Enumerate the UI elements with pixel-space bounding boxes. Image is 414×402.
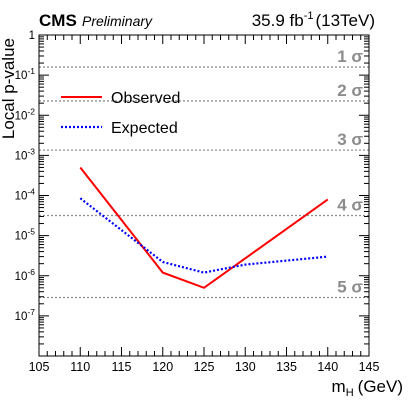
plot-frame bbox=[38, 34, 370, 357]
legend-expected-label: Expected bbox=[111, 120, 178, 137]
sigma-label-2: 2 σ bbox=[337, 81, 363, 100]
legend: Observed Expected bbox=[61, 90, 180, 137]
x-axis-label-unit: (GeV) bbox=[358, 377, 403, 396]
legend-observed-label: Observed bbox=[111, 90, 180, 107]
x-tick-label: 140 bbox=[317, 360, 338, 374]
sigma-label-1: 1 σ bbox=[337, 47, 363, 66]
x-tick-label: 145 bbox=[359, 360, 380, 374]
sigma-reference-lines: 1 σ 2 σ 3 σ 4 σ 5 σ bbox=[39, 47, 369, 299]
y-tick-label: 10-2 bbox=[15, 106, 36, 122]
x-tick-label: 125 bbox=[194, 360, 215, 374]
y-tick-label: 1 bbox=[29, 30, 35, 42]
x-axis-label-sub: H bbox=[346, 387, 354, 399]
luminosity-value: 35.9 fb bbox=[252, 11, 304, 30]
chart-header: CMS Preliminary 35.9 fb-1 (13TeV) bbox=[39, 10, 375, 30]
y-tick-label: 10-4 bbox=[15, 187, 36, 203]
x-axis-label: mH (GeV) bbox=[332, 377, 403, 399]
luminosity-label: 35.9 fb-1 (13TeV) bbox=[252, 10, 375, 30]
x-axis-label-main: m bbox=[332, 377, 346, 396]
experiment-label: CMS bbox=[39, 11, 77, 30]
y-tick-label: 10-3 bbox=[15, 146, 36, 162]
series-layer bbox=[79, 166, 329, 289]
series-observed-line bbox=[79, 166, 329, 289]
x-tick-label: 115 bbox=[112, 360, 132, 374]
y-tick-label: 10-7 bbox=[15, 307, 36, 323]
sigma-label-5: 5 σ bbox=[337, 278, 363, 297]
sigma-label-3: 3 σ bbox=[337, 130, 363, 149]
axes: 105 110 115 120 125 130 135 140 145 1 10-1 10-2 10-3… bbox=[15, 30, 380, 374]
y-axis-label: Local p-value bbox=[0, 38, 18, 139]
x-tick-label: 130 bbox=[235, 360, 256, 374]
x-tick-label: 120 bbox=[152, 360, 173, 374]
luminosity-exponent: -1 bbox=[304, 10, 314, 22]
x-tick-label: 135 bbox=[276, 360, 297, 374]
y-tick-label: 10-1 bbox=[15, 66, 36, 82]
status-label: Preliminary bbox=[82, 13, 153, 29]
x-tick-label: 110 bbox=[70, 360, 90, 374]
x-tick-label: 105 bbox=[29, 360, 50, 374]
y-tick-label: 10-6 bbox=[15, 267, 36, 283]
luminosity-energy: (13TeV) bbox=[315, 11, 375, 30]
y-tick-label: 10-5 bbox=[15, 227, 36, 243]
series-expected-line bbox=[79, 197, 328, 274]
sigma-label-4: 4 σ bbox=[337, 196, 363, 215]
